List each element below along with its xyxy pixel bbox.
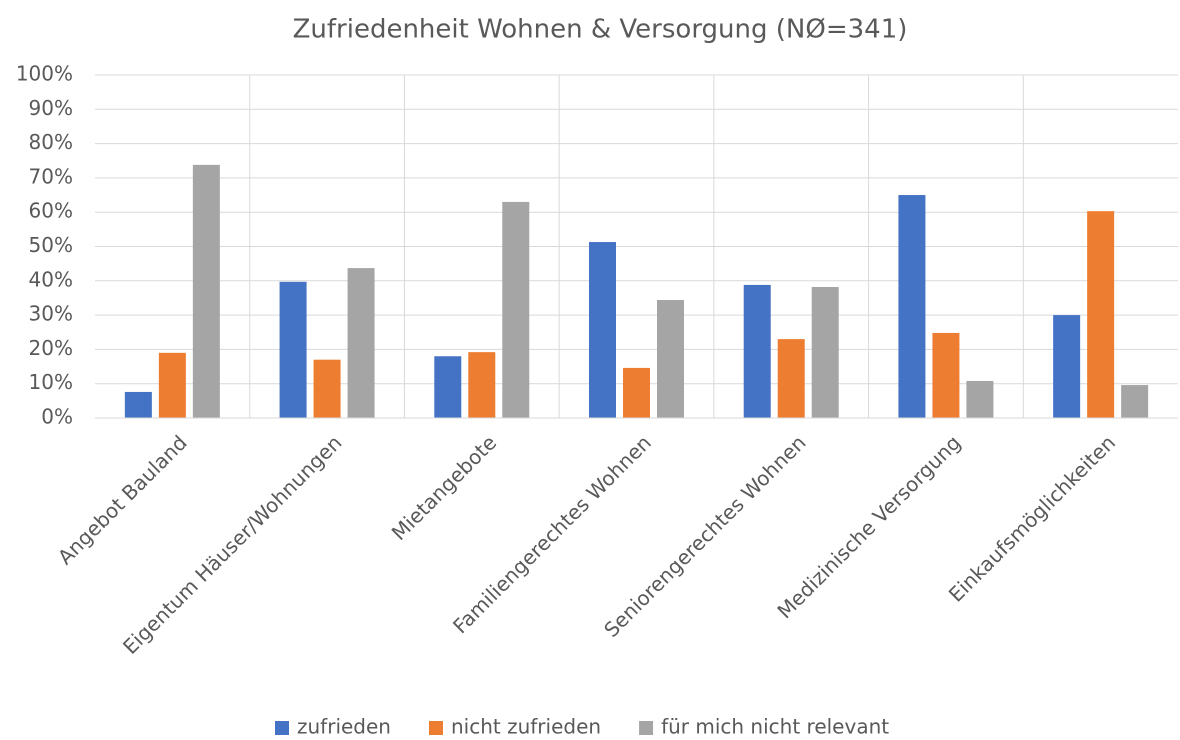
y-tick-label: 30% [29, 302, 73, 326]
bar [1121, 385, 1149, 418]
legend-swatch [639, 721, 654, 735]
chart-title: Zufriedenheit Wohnen & Versorgung (NØ=34… [293, 15, 908, 45]
bar [279, 281, 307, 418]
legend-swatch [275, 721, 289, 735]
bar [898, 195, 926, 418]
y-tick-label: 100% [16, 62, 73, 86]
bar [1053, 315, 1081, 418]
y-tick-label: 50% [29, 233, 73, 257]
bar [932, 332, 960, 418]
x-tick-label: Mietangebote [387, 430, 502, 545]
legend-label: nicht zufrieden [451, 715, 601, 739]
bar [811, 286, 839, 418]
x-tick-label: Medizinische Versorgung [772, 430, 965, 623]
y-tick-label: 20% [29, 336, 73, 360]
y-tick-label: 10% [29, 370, 73, 394]
legend-swatch [428, 721, 443, 735]
legend: zufrieden nicht zufrieden für mich nicht r… [275, 715, 889, 739]
y-tick-label: 40% [29, 267, 73, 291]
bar [966, 380, 994, 418]
y-tick-label: 0% [41, 405, 73, 429]
y-tick-label: 70% [29, 164, 73, 188]
bar [623, 367, 650, 418]
bar [124, 391, 152, 418]
y-tick-label: 80% [29, 130, 73, 154]
bar [589, 242, 616, 418]
x-tick-label: Angebot Bauland [53, 430, 192, 569]
bar [347, 268, 375, 418]
bar [434, 356, 462, 418]
legend-label: zufrieden [297, 715, 391, 739]
bar [1087, 211, 1115, 418]
bar [777, 339, 805, 418]
bar [657, 300, 684, 418]
bar [313, 359, 341, 418]
bar [743, 284, 771, 418]
bar [192, 164, 220, 418]
bar [502, 201, 530, 418]
y-tick-label: 60% [29, 199, 73, 223]
bar [158, 352, 186, 418]
y-tick-label: 90% [29, 96, 73, 120]
x-tick-label: Einkaufsmöglichkeiten [944, 430, 1120, 606]
bar [468, 352, 496, 418]
legend-label: für mich nicht relevant [661, 715, 889, 739]
